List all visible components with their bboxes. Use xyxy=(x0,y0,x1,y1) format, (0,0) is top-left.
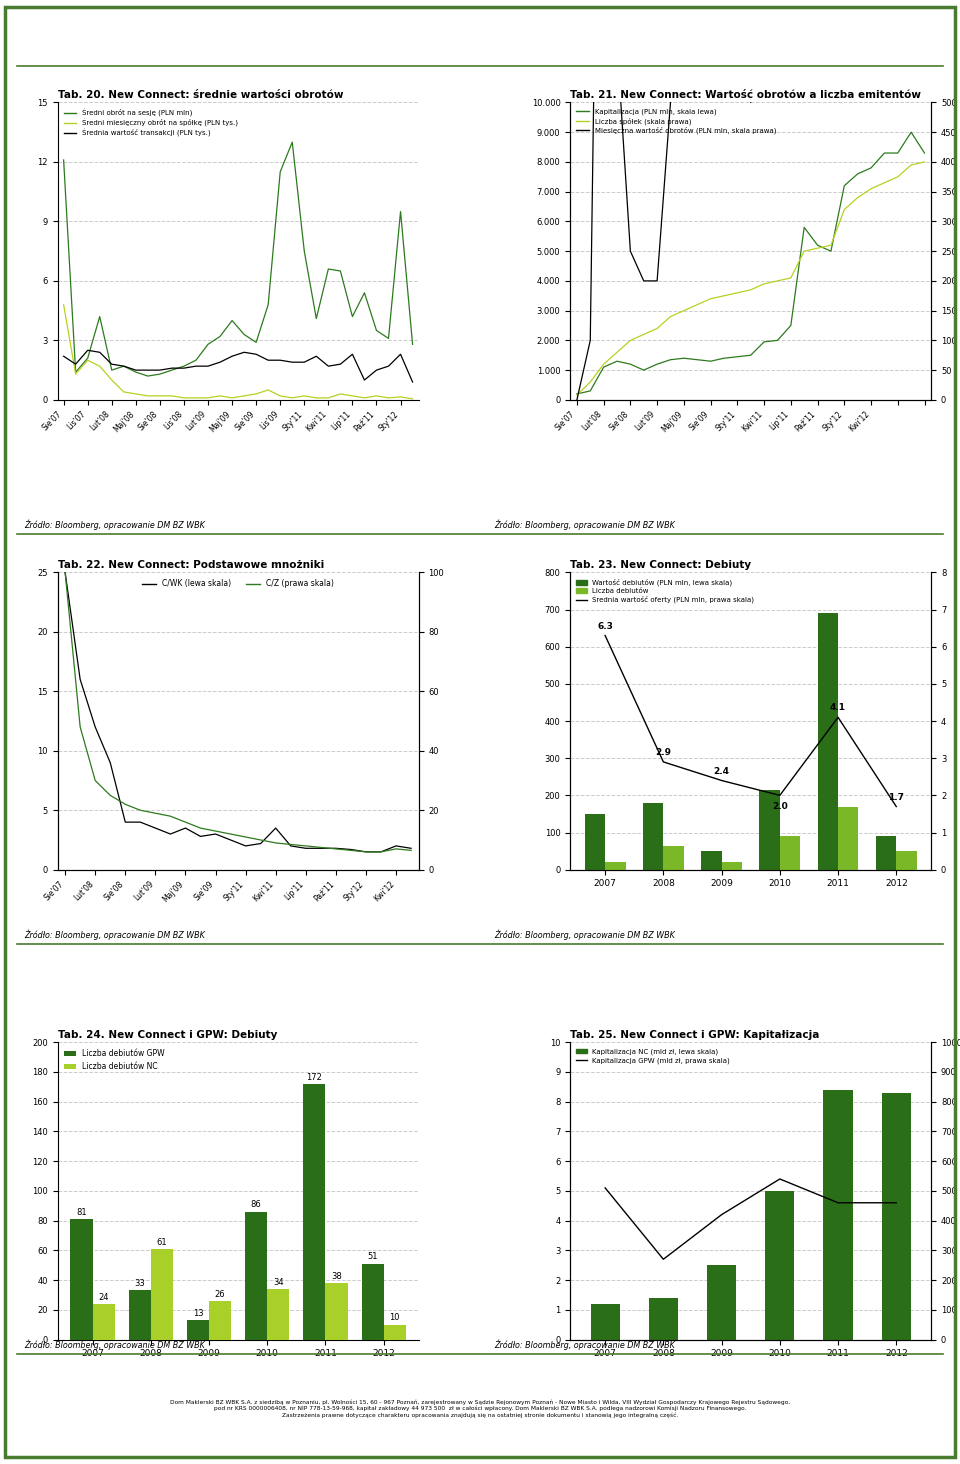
Bar xyxy=(384,1325,406,1340)
Text: Źródło: Bloomberg, opracowanie DM BZ WBK: Źródło: Bloomberg, opracowanie DM BZ WBK xyxy=(24,930,204,940)
Bar xyxy=(780,836,801,870)
Text: 2.0: 2.0 xyxy=(772,802,788,811)
Bar xyxy=(722,862,742,870)
Bar xyxy=(590,1304,620,1340)
Bar xyxy=(876,836,897,870)
Legend: Średni obrót na sesję (PLN mln), Średni miesięczny obrót na spółkę (PLN tys.), Ś: Średni obrót na sesję (PLN mln), Średni … xyxy=(61,105,241,139)
Bar xyxy=(70,1220,92,1340)
Text: 81: 81 xyxy=(76,1208,86,1217)
Bar xyxy=(881,1092,911,1340)
Text: 24: 24 xyxy=(98,1293,108,1301)
Bar xyxy=(245,1212,267,1340)
Text: 33: 33 xyxy=(134,1280,145,1288)
Text: 51: 51 xyxy=(368,1253,378,1262)
Text: Dom Maklerski BZ WBK S.A. z siedzibą w Poznaniu, pl. Wolności 15, 60 - 967 Pozna: Dom Maklerski BZ WBK S.A. z siedzibą w P… xyxy=(170,1400,790,1417)
Bar xyxy=(267,1288,289,1340)
Bar xyxy=(362,1263,384,1340)
Bar xyxy=(759,789,780,870)
Text: 2.9: 2.9 xyxy=(656,748,671,757)
Legend: Kapitalizacja (PLN mln, skala lewa), Liczba spółek (skala prawa), Miesięczna war: Kapitalizacja (PLN mln, skala lewa), Lic… xyxy=(574,105,779,138)
Bar xyxy=(663,846,684,870)
Bar xyxy=(897,851,917,870)
Bar xyxy=(605,862,626,870)
Text: Źródło: Bloomberg, opracowanie DM BZ WBK: Źródło: Bloomberg, opracowanie DM BZ WBK xyxy=(494,520,675,530)
Text: 1.7: 1.7 xyxy=(888,792,904,802)
Bar xyxy=(643,802,663,870)
Bar xyxy=(838,807,858,870)
Bar xyxy=(707,1265,736,1340)
Bar xyxy=(209,1301,231,1340)
Legend: Wartość debiutów (PLN mln, lewa skala), Liczba debiutów, Średnia wartość oferty : Wartość debiutów (PLN mln, lewa skala), … xyxy=(574,575,757,608)
Text: Źródło: Bloomberg, opracowanie DM BZ WBK: Źródło: Bloomberg, opracowanie DM BZ WBK xyxy=(494,930,675,940)
Text: 34: 34 xyxy=(273,1278,283,1287)
Text: 172: 172 xyxy=(306,1073,323,1082)
Text: 4.1: 4.1 xyxy=(830,703,846,713)
Bar xyxy=(649,1299,678,1340)
Bar xyxy=(824,1089,852,1340)
Text: Źródło: Bloomberg, opracowanie DM BZ WBK: Źródło: Bloomberg, opracowanie DM BZ WBK xyxy=(24,520,204,530)
Bar xyxy=(325,1282,348,1340)
Text: Tab. 23. New Connect: Debiuty: Tab. 23. New Connect: Debiuty xyxy=(570,561,752,569)
Text: Tab. 21. New Connect: Wartość obrotów a liczba emitentów: Tab. 21. New Connect: Wartość obrotów a … xyxy=(570,91,922,101)
Bar xyxy=(818,613,838,870)
Bar xyxy=(92,1304,114,1340)
Bar xyxy=(187,1321,209,1340)
Bar xyxy=(765,1190,794,1340)
Text: 13: 13 xyxy=(193,1309,204,1318)
Legend: Kapitalizacja NC (mld zł, lewa skala), Kapitalizacja GPW (mld zł, prawa skala): Kapitalizacja NC (mld zł, lewa skala), K… xyxy=(574,1045,732,1066)
Bar xyxy=(585,814,605,870)
Text: Źródło: Bloomberg, opracowanie DM BZ WBK: Źródło: Bloomberg, opracowanie DM BZ WBK xyxy=(24,1340,204,1350)
Text: 26: 26 xyxy=(215,1290,226,1299)
Text: Źródło: Bloomberg, opracowanie DM BZ WBK: Źródło: Bloomberg, opracowanie DM BZ WBK xyxy=(494,1340,675,1350)
Text: 86: 86 xyxy=(251,1200,261,1209)
Text: 6.3: 6.3 xyxy=(597,622,613,631)
Text: Tab. 20. New Connect: średnie wartości obrotów: Tab. 20. New Connect: średnie wartości o… xyxy=(58,91,343,101)
Text: 10: 10 xyxy=(390,1313,400,1322)
Text: DOM MAKLERSKI   WBK: DOM MAKLERSKI WBK xyxy=(759,28,943,42)
Bar xyxy=(303,1083,325,1340)
Text: Tab. 25. New Connect i GPW: Kapitałizacja: Tab. 25. New Connect i GPW: Kapitałizacj… xyxy=(570,1031,820,1039)
Legend: C/WK (lewa skala), C/Z (prawa skala): C/WK (lewa skala), C/Z (prawa skala) xyxy=(139,577,337,591)
Text: 38: 38 xyxy=(331,1272,342,1281)
Bar xyxy=(129,1290,151,1340)
Text: Tab. 22. New Connect: Podstawowe mnożniki: Tab. 22. New Connect: Podstawowe mnożnik… xyxy=(58,561,324,569)
Text: 2.4: 2.4 xyxy=(713,767,730,776)
Legend: Liczba debiutów GPW, Liczba debiutów NC: Liczba debiutów GPW, Liczba debiutów NC xyxy=(61,1045,168,1075)
Text: 61: 61 xyxy=(156,1237,167,1247)
Bar xyxy=(701,851,722,870)
Text: Tab. 24. New Connect i GPW: Debiuty: Tab. 24. New Connect i GPW: Debiuty xyxy=(58,1031,277,1039)
Bar xyxy=(151,1249,173,1340)
